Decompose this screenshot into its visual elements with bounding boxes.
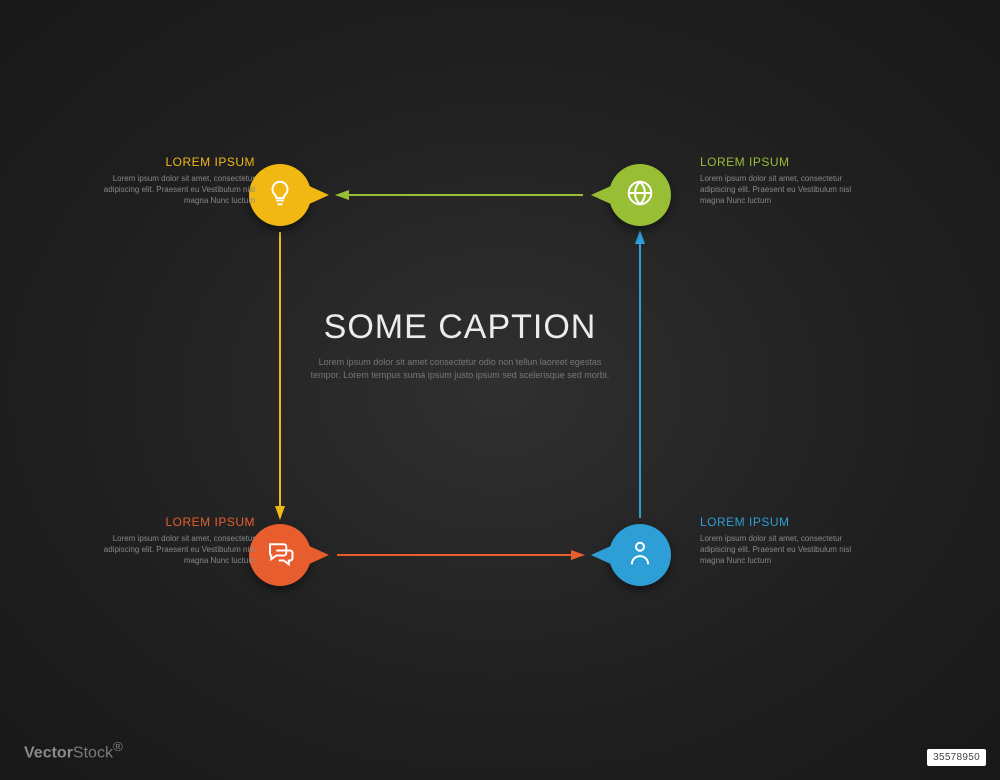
- infographic-canvas: LOREM IPSUM Lorem ipsum dolor sit amet, c…: [0, 0, 1000, 780]
- node-tail-top_right: [591, 185, 613, 205]
- label-title-bottom_right: LOREM IPSUM: [700, 515, 860, 529]
- center-title: SOME CAPTION: [310, 310, 610, 346]
- watermark-pre: Vector: [24, 744, 73, 761]
- center-body: Lorem ipsum dolor sit amet consectetur o…: [310, 356, 610, 383]
- label-body-bottom_left: Lorem ipsum dolor sit amet, consectetur …: [95, 533, 255, 567]
- arrow-head-top_right-top_left: [335, 190, 349, 200]
- watermark: VectorStock®: [24, 739, 123, 762]
- lightbulb-icon: [265, 178, 295, 213]
- node-bottom_right: [609, 524, 671, 586]
- arrow-head-top_left-bottom_left: [275, 506, 285, 520]
- label-title-bottom_left: LOREM IPSUM: [95, 515, 255, 529]
- arrow-head-bottom_right-top_right: [635, 230, 645, 244]
- chat-icon: [265, 538, 295, 573]
- label-bottom_right: LOREM IPSUM Lorem ipsum dolor sit amet, c…: [700, 515, 860, 567]
- label-top_left: LOREM IPSUM Lorem ipsum dolor sit amet, c…: [95, 155, 255, 207]
- watermark-sup: ®: [113, 739, 123, 754]
- image-id-badge: 35578950: [927, 749, 986, 766]
- watermark-post: Stock: [73, 744, 113, 761]
- center-caption: SOME CAPTION Lorem ipsum dolor sit amet …: [310, 310, 610, 383]
- label-top_right: LOREM IPSUM Lorem ipsum dolor sit amet, c…: [700, 155, 860, 207]
- node-tail-bottom_right: [591, 545, 613, 565]
- node-tail-top_left: [307, 185, 329, 205]
- label-title-top_right: LOREM IPSUM: [700, 155, 860, 169]
- globe-icon: [625, 178, 655, 213]
- label-title-top_left: LOREM IPSUM: [95, 155, 255, 169]
- person-icon: [625, 538, 655, 573]
- node-top_right: [609, 164, 671, 226]
- node-bottom_left: [249, 524, 311, 586]
- node-top_left: [249, 164, 311, 226]
- label-bottom_left: LOREM IPSUM Lorem ipsum dolor sit amet, c…: [95, 515, 255, 567]
- node-tail-bottom_left: [307, 545, 329, 565]
- label-body-top_right: Lorem ipsum dolor sit amet, consectetur …: [700, 173, 860, 207]
- arrow-head-bottom_left-bottom_right: [571, 550, 585, 560]
- label-body-top_left: Lorem ipsum dolor sit amet, consectetur …: [95, 173, 255, 207]
- arrow-layer: [0, 0, 1000, 780]
- label-body-bottom_right: Lorem ipsum dolor sit amet, consectetur …: [700, 533, 860, 567]
